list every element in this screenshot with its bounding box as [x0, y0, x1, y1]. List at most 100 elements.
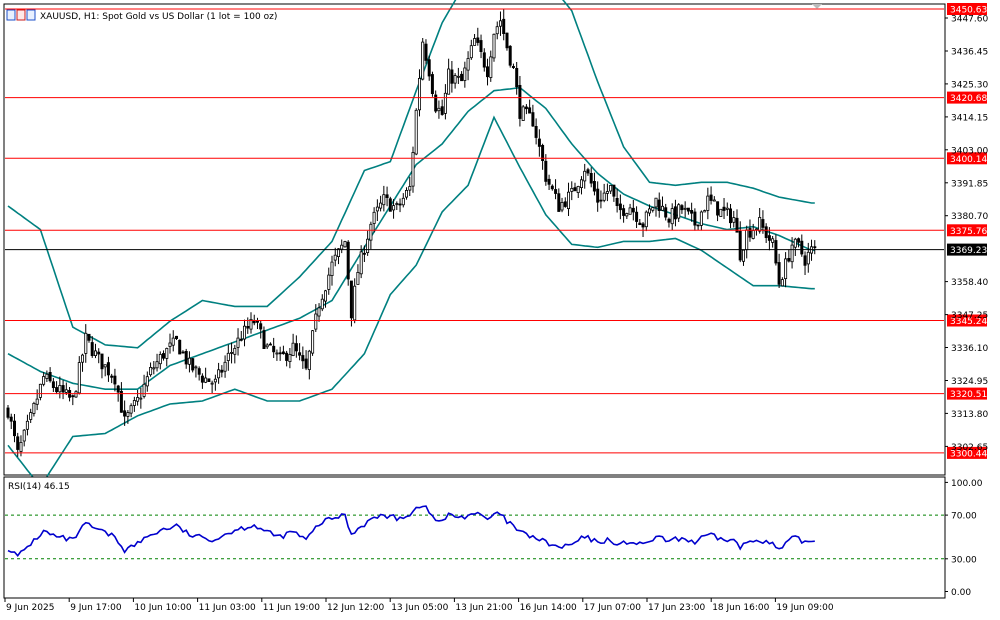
candle — [90, 336, 94, 358]
candle — [103, 364, 107, 377]
time-tick-label: 10 Jun 10:00 — [134, 603, 191, 613]
candle — [482, 48, 486, 72]
candle — [233, 344, 237, 364]
candle — [359, 245, 363, 279]
candle — [411, 146, 415, 193]
candle — [515, 62, 519, 95]
level-line[interactable]: 3420.68 — [5, 91, 987, 105]
candle — [813, 240, 817, 255]
candle — [414, 108, 418, 156]
candle — [6, 405, 10, 420]
candle — [541, 143, 545, 170]
horizontal-levels[interactable]: 3450.63 3420.68 3400.14 3375.76 3345.24 3320.… — [5, 3, 987, 459]
candle — [764, 223, 768, 243]
candle — [800, 234, 804, 257]
candle — [213, 374, 217, 391]
candle — [430, 71, 434, 97]
candle — [657, 192, 661, 218]
candle — [518, 76, 522, 127]
level-line[interactable]: 3450.63 — [5, 3, 987, 16]
candle — [469, 39, 473, 60]
candle — [178, 339, 182, 355]
level-label: 3420.68 — [950, 94, 987, 104]
time-axis[interactable]: 9 Jun 2025 9 Jun 17:00 10 Jun 10:00 11 Jun … — [4, 598, 834, 613]
price-tick-label: 3336.10 — [951, 344, 988, 354]
time-tick-label: 16 Jun 14:00 — [520, 603, 577, 613]
candle — [528, 99, 532, 114]
candle — [719, 208, 723, 217]
candle — [343, 240, 347, 248]
time-tick-label: 17 Jun 23:00 — [648, 603, 705, 613]
current-price-label: 3369.23 — [950, 246, 987, 256]
candle — [110, 373, 114, 384]
candle — [239, 331, 243, 342]
chart-shift-marker[interactable] — [812, 4, 822, 9]
candle — [217, 362, 221, 384]
level-line[interactable]: 3345.24 — [5, 314, 987, 328]
candle — [583, 163, 587, 189]
candle — [38, 383, 42, 401]
candle — [220, 365, 224, 378]
candle — [340, 239, 344, 254]
candle — [388, 196, 392, 212]
candle — [268, 342, 272, 346]
price-axis[interactable]: 3447.60 3436.45 3425.30 3414.15 3403.00 3391.… — [945, 15, 988, 453]
level-label-bg — [947, 3, 987, 15]
level-line[interactable]: 3375.76 — [5, 224, 987, 237]
candle — [453, 73, 457, 89]
candle — [230, 342, 234, 364]
time-tick-label: 13 Jun 21:00 — [455, 603, 512, 613]
candle — [25, 414, 29, 436]
chart-title-block: XAUUSD, H1: Spot Gold vs US Dollar (1 lo… — [6, 9, 277, 22]
rsi-panel[interactable]: RSI(14) 46.15 — [3, 476, 946, 599]
candle — [291, 333, 295, 357]
rsi-line — [7, 505, 815, 557]
level-line[interactable]: 3320.51 — [5, 387, 987, 401]
candle — [152, 361, 156, 375]
candle — [460, 71, 464, 82]
price-tick-label: 3347.25 — [951, 311, 988, 321]
candle — [171, 330, 175, 352]
candle — [567, 182, 571, 216]
level-label-bg — [947, 91, 987, 104]
rsi-tick-label: 0.00 — [951, 588, 971, 598]
price-tick-label: 3302.65 — [951, 443, 988, 453]
candle — [489, 50, 493, 82]
candle — [265, 343, 269, 349]
candle — [495, 21, 499, 40]
bollinger-lower-band — [7, 115, 815, 489]
candle — [61, 380, 65, 400]
bollinger-bands — [7, 0, 815, 489]
candle — [586, 167, 590, 176]
rsi-axis[interactable]: 100.00 70.00 30.00 0.00 — [945, 479, 983, 598]
level-line[interactable]: 3400.14 — [5, 152, 987, 165]
level-label: 3345.24 — [950, 317, 987, 327]
candle — [696, 224, 700, 231]
level-label-bg — [947, 387, 987, 400]
candle — [298, 343, 302, 361]
candle — [226, 344, 230, 371]
candle — [404, 187, 408, 200]
candle — [320, 294, 324, 312]
candle — [197, 366, 201, 381]
main-price-panel[interactable]: 3450.63 3420.68 3400.14 3375.76 3345.24 3320.… — [3, 0, 987, 489]
price-tick-label: 3436.45 — [951, 48, 988, 58]
candle — [307, 349, 311, 380]
candle — [544, 154, 548, 186]
candle — [550, 184, 554, 191]
symbol-icon — [6, 9, 36, 21]
price-tick-label: 3403.00 — [951, 146, 988, 156]
candle — [149, 362, 153, 377]
candle — [599, 190, 603, 209]
candle — [563, 197, 567, 208]
candle — [456, 67, 460, 84]
candle — [793, 237, 797, 256]
candle — [654, 197, 658, 217]
candle — [385, 186, 389, 207]
level-line[interactable]: 3300.44 — [5, 446, 987, 460]
candle — [686, 207, 690, 215]
candle — [803, 251, 807, 275]
candle — [690, 202, 694, 222]
candle — [479, 34, 483, 59]
